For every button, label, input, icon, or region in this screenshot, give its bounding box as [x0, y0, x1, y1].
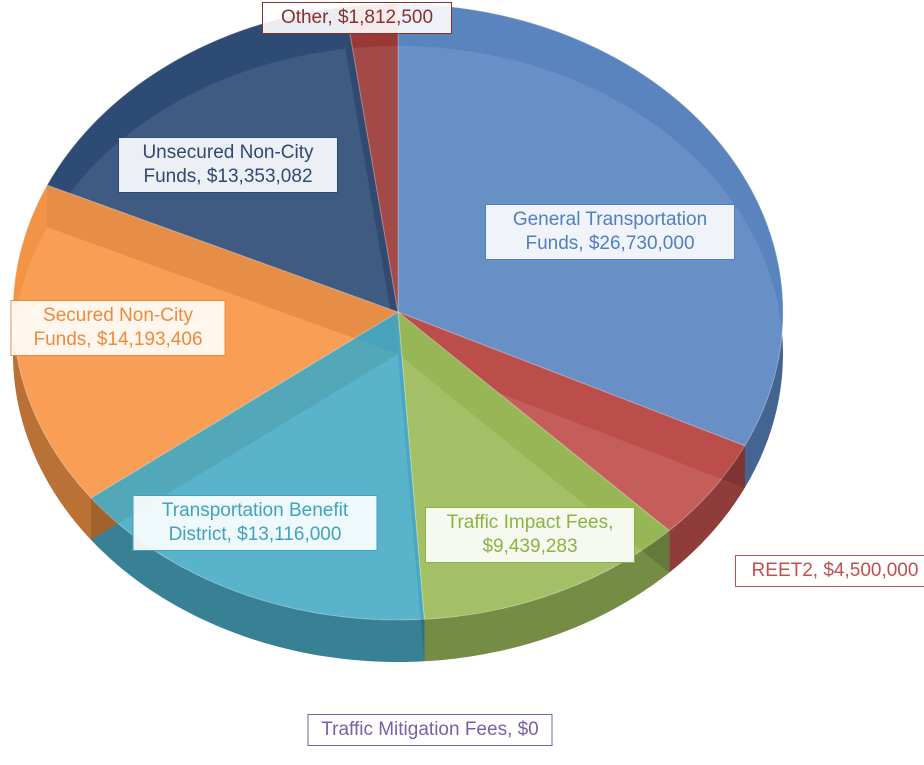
slice [397, 311, 746, 532]
data-label: Traffic Impact Fees, $9,439,283 [425, 507, 635, 563]
slice-side [91, 497, 425, 662]
slice-side [424, 530, 670, 662]
data-label: Traffic Mitigation Fees, $0 [307, 714, 553, 746]
data-label: REET2, $4,500,000 [735, 555, 924, 587]
data-label: Unsecured Non-City Funds, $13,353,082 [118, 137, 338, 193]
slice-side [13, 185, 92, 540]
data-label: Secured Non-City Funds, $14,193,406 [10, 300, 226, 356]
data-label: Transportation Benefit District, $13,116… [132, 495, 378, 551]
data-label: Other, $1,812,500 [262, 2, 452, 34]
data-label: General Transportation Funds, $26,730,00… [485, 204, 735, 260]
